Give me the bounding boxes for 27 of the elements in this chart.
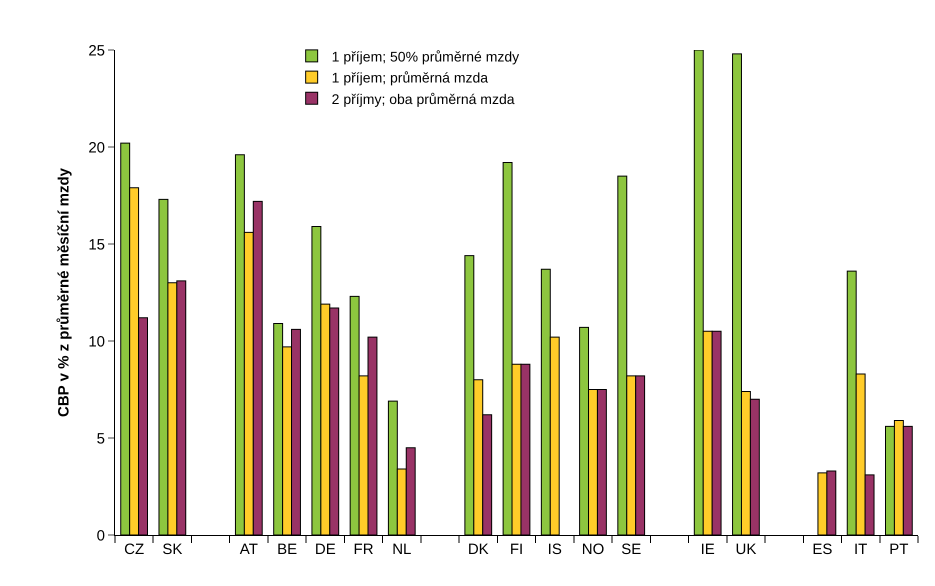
x-tick-label: IE [700,541,715,558]
x-tick-label: DE [314,541,336,558]
legend-label: 2 příjmy; oba průměrná mzda [332,90,515,107]
y-tick-label: 5 [96,430,105,448]
x-tick-label: BE [277,541,298,558]
x-tick-label: NO [582,541,604,558]
y-axis-title: CBP v % z průměrné měsíční mzdy [56,167,73,417]
y-tick-label: 0 [96,527,105,544]
x-tick-label: FI [510,541,524,558]
legend-label: 1 příjem; 50% průměrné mzdy [332,48,520,64]
x-tick-label: PT [889,541,908,558]
x-tick-label: IT [854,541,868,558]
x-tick-label: DK [468,541,489,558]
x-tick-label: SK [162,541,182,558]
x-tick-label: UK [736,541,756,558]
x-tick-label: ES [812,541,832,558]
y-tick-label: 15 [88,236,105,254]
x-tick-label: FR [354,541,374,558]
y-tick-label: 25 [88,42,105,60]
x-tick-label: CZ [124,541,144,558]
x-tick-label: IS [548,541,562,558]
legend-label: 1 příjem; průměrná mzda [332,70,488,86]
x-tick-label: NL [392,541,412,558]
x-tick-label: AT [240,541,258,558]
y-tick-label: 20 [88,139,105,156]
x-tick-label: SE [621,541,642,558]
y-tick-label: 10 [88,333,105,350]
